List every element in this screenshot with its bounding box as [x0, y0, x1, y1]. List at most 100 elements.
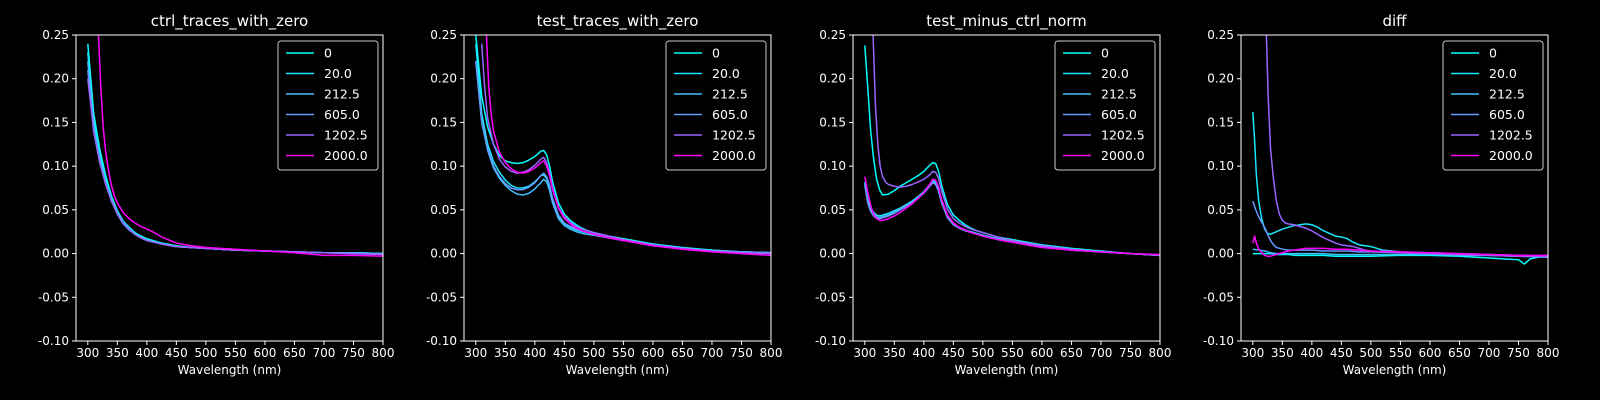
x-tick-label: 500: [971, 346, 994, 360]
x-tick-label: 300: [76, 346, 99, 360]
legend-label: 212.5: [1101, 87, 1137, 102]
y-tick-label: 0.20: [42, 72, 69, 86]
axes-frame: [852, 34, 1161, 342]
y-tick-label: 0.20: [1207, 72, 1234, 86]
series-line-1202.5: [1265, 35, 1548, 257]
panel-2: test_minus_ctrl_norm 300 350 400 450 500 550 60…: [815, 12, 1172, 377]
y-tick-label: 0.00: [1207, 247, 1234, 261]
legend-label: 0: [1489, 46, 1497, 61]
x-tick-label: 700: [313, 346, 336, 360]
series-line-0: [475, 35, 771, 254]
legend: 0 20.0 212.5 605.0 1202.5 2000.0: [277, 40, 379, 171]
legend-label: 20.0: [324, 66, 352, 81]
axes-frame: [75, 34, 384, 342]
y-tick-label: -0.10: [38, 334, 69, 348]
legend-label: 212.5: [712, 87, 748, 102]
y-tick-label: 0.15: [42, 115, 69, 129]
y-tick-label: 0.25: [430, 28, 457, 42]
x-tick-label: 500: [582, 346, 605, 360]
series-line-2000.0: [485, 35, 771, 257]
legend-label: 2000.0: [712, 148, 756, 163]
series-group: [1252, 35, 1548, 265]
y-tick-label: -0.10: [1203, 334, 1234, 348]
legend-label: 605.0: [1489, 107, 1525, 122]
y-tick-label: 0.10: [42, 159, 69, 173]
axes-frame: [463, 34, 772, 342]
x-tick-label: 800: [1149, 346, 1172, 360]
x-axis-label: Wavelength (nm): [566, 363, 670, 377]
x-tick-label: 450: [165, 346, 188, 360]
y-tick-label: 0.10: [430, 159, 457, 173]
x-tick-label: 800: [1537, 346, 1560, 360]
y-tick-label: 0.05: [819, 203, 846, 217]
x-axis-label: Wavelength (nm): [955, 363, 1059, 377]
series-line-212.5: [864, 181, 1160, 257]
legend-label: 0: [712, 46, 720, 61]
panel-title: test_minus_ctrl_norm: [926, 12, 1087, 31]
x-tick-label: 350: [883, 346, 906, 360]
x-tick-label: 550: [224, 346, 247, 360]
x-tick-label: 750: [1507, 346, 1530, 360]
x-tick-label: 700: [1090, 346, 1113, 360]
x-axis-label: Wavelength (nm): [1343, 363, 1447, 377]
series-line-2000.0: [97, 35, 383, 257]
series-line-20.0: [864, 180, 1160, 257]
x-tick-label: 650: [283, 346, 306, 360]
x-tick-label: 700: [701, 346, 724, 360]
series-line-605.0: [1252, 200, 1548, 258]
x-tick-label: 600: [641, 346, 664, 360]
x-tick-label: 750: [342, 346, 365, 360]
series-line-2000.0: [1252, 235, 1548, 257]
panel-3: diff 300 350 400 450 500 550 600 650 700 750 800 -0.…: [1203, 12, 1560, 377]
series-group: [864, 35, 1160, 257]
y-tick-label: 0.05: [430, 203, 457, 217]
series-line-0: [864, 45, 1160, 257]
legend-label: 212.5: [1489, 87, 1525, 102]
x-tick-label: 650: [1448, 346, 1471, 360]
x-tick-label: 600: [253, 346, 276, 360]
x-tick-label: 500: [1359, 346, 1382, 360]
y-tick-label: 0.15: [1207, 115, 1234, 129]
x-tick-label: 550: [612, 346, 635, 360]
legend-label: 1202.5: [1101, 128, 1145, 143]
x-tick-label: 550: [1389, 346, 1412, 360]
x-tick-label: 800: [372, 346, 395, 360]
series-line-1202.5: [872, 35, 1160, 257]
x-tick-label: 700: [1478, 346, 1501, 360]
legend-label: 2000.0: [324, 148, 368, 163]
x-tick-label: 400: [912, 346, 935, 360]
x-tick-label: 350: [106, 346, 129, 360]
y-tick-label: 0.05: [1207, 203, 1234, 217]
legend-label: 0: [1101, 46, 1109, 61]
x-tick-label: 400: [1300, 346, 1323, 360]
y-tick-label: -0.05: [1203, 290, 1234, 304]
x-tick-label: 550: [1001, 346, 1024, 360]
y-tick-label: -0.10: [815, 334, 846, 348]
series-line-605.0: [864, 182, 1160, 257]
y-tick-label: 0.10: [1207, 159, 1234, 173]
x-tick-label: 300: [853, 346, 876, 360]
x-tick-label: 500: [194, 346, 217, 360]
series-line-212.5: [1252, 248, 1548, 258]
y-tick-label: 0.20: [819, 72, 846, 86]
panel-title: ctrl_traces_with_zero: [151, 12, 308, 31]
y-tick-label: 0.00: [42, 247, 69, 261]
legend-label: 1202.5: [324, 128, 368, 143]
x-tick-label: 750: [730, 346, 753, 360]
legend-label: 212.5: [324, 87, 360, 102]
y-tick-label: 0.20: [430, 72, 457, 86]
y-tick-label: 0.15: [430, 115, 457, 129]
x-tick-label: 450: [942, 346, 965, 360]
legend-label: 605.0: [712, 107, 748, 122]
y-tick-label: -0.05: [38, 290, 69, 304]
x-tick-label: 750: [1119, 346, 1142, 360]
axes-frame: [1240, 34, 1549, 342]
legend-label: 2000.0: [1489, 148, 1533, 163]
x-tick-label: 800: [760, 346, 783, 360]
y-tick-label: 0.15: [819, 115, 846, 129]
panel-title: diff: [1382, 12, 1407, 30]
legend-label: 2000.0: [1101, 148, 1145, 163]
x-tick-label: 350: [494, 346, 517, 360]
legend-label: 0: [324, 46, 332, 61]
